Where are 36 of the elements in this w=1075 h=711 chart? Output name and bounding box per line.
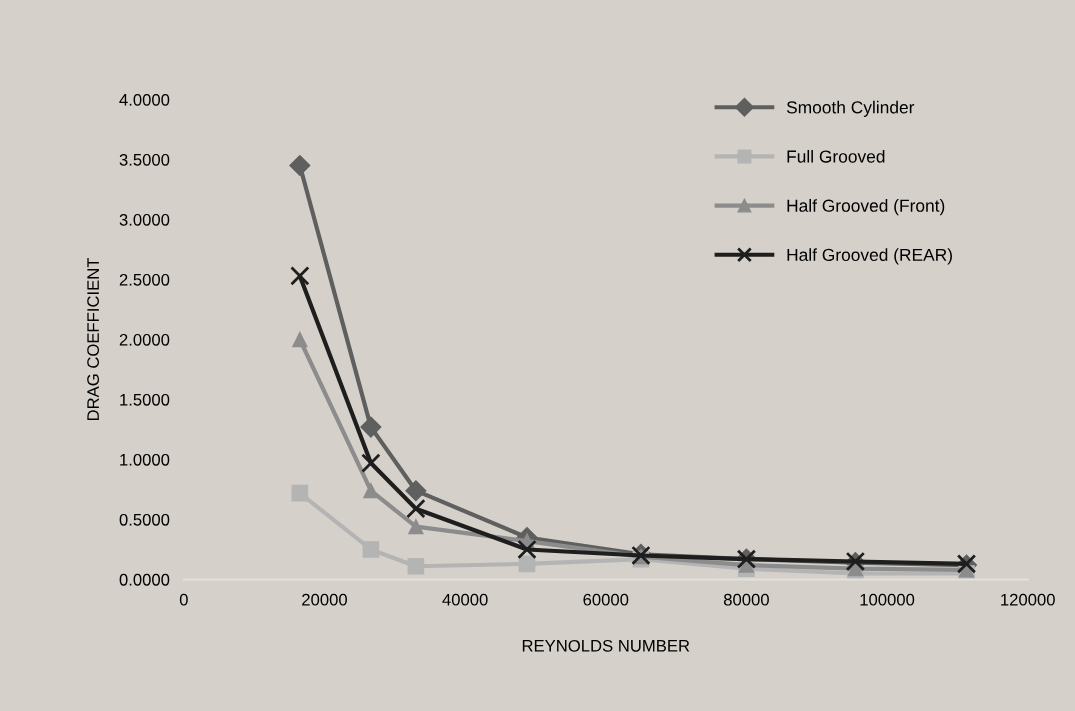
y-tick-label: 3.0000 xyxy=(119,213,170,226)
x-tick-label: 60000 xyxy=(583,593,629,606)
point xyxy=(407,557,425,575)
point xyxy=(363,483,379,499)
point xyxy=(405,480,427,502)
x-tick-label: 100000 xyxy=(860,593,915,606)
point xyxy=(292,331,308,348)
y-tick-label: 4.0000 xyxy=(119,93,170,106)
point xyxy=(290,266,310,286)
x-tick-label: 80000 xyxy=(723,593,769,606)
y-tick-label: 0.5000 xyxy=(119,513,170,526)
y-tick-label: 0.0000 xyxy=(119,573,170,586)
point xyxy=(847,561,864,577)
x-axis-title: REYNOLDS NUMBER xyxy=(522,639,690,652)
y-tick-label: 2.5000 xyxy=(119,273,170,286)
legend-label: Full Grooved xyxy=(787,149,885,163)
x-tick-label: 0 xyxy=(179,593,188,606)
point xyxy=(517,539,537,560)
point xyxy=(408,519,424,535)
point xyxy=(406,498,426,519)
x-tick-label: 40000 xyxy=(442,593,488,606)
y-tick-label: 1.5000 xyxy=(120,393,170,406)
point xyxy=(360,416,382,438)
point xyxy=(362,541,380,558)
point xyxy=(289,155,311,177)
y-axis-title: DRAG COEFFICIENT xyxy=(87,257,99,421)
legend-label: Smooth Cylinder xyxy=(786,100,915,117)
point xyxy=(361,453,381,473)
y-tick-label: 3.5000 xyxy=(119,153,170,166)
legend-label: Half Grooved (Front) xyxy=(787,199,945,216)
x-tick-label: 20000 xyxy=(302,593,347,606)
y-tick-label: 2.0000 xyxy=(119,333,170,346)
x-tick-label: 120000 xyxy=(1001,593,1055,606)
y-tick-label: 1.0000 xyxy=(120,453,170,466)
legend-label: Half Grooved (REAR) xyxy=(787,248,952,265)
point xyxy=(291,484,309,502)
